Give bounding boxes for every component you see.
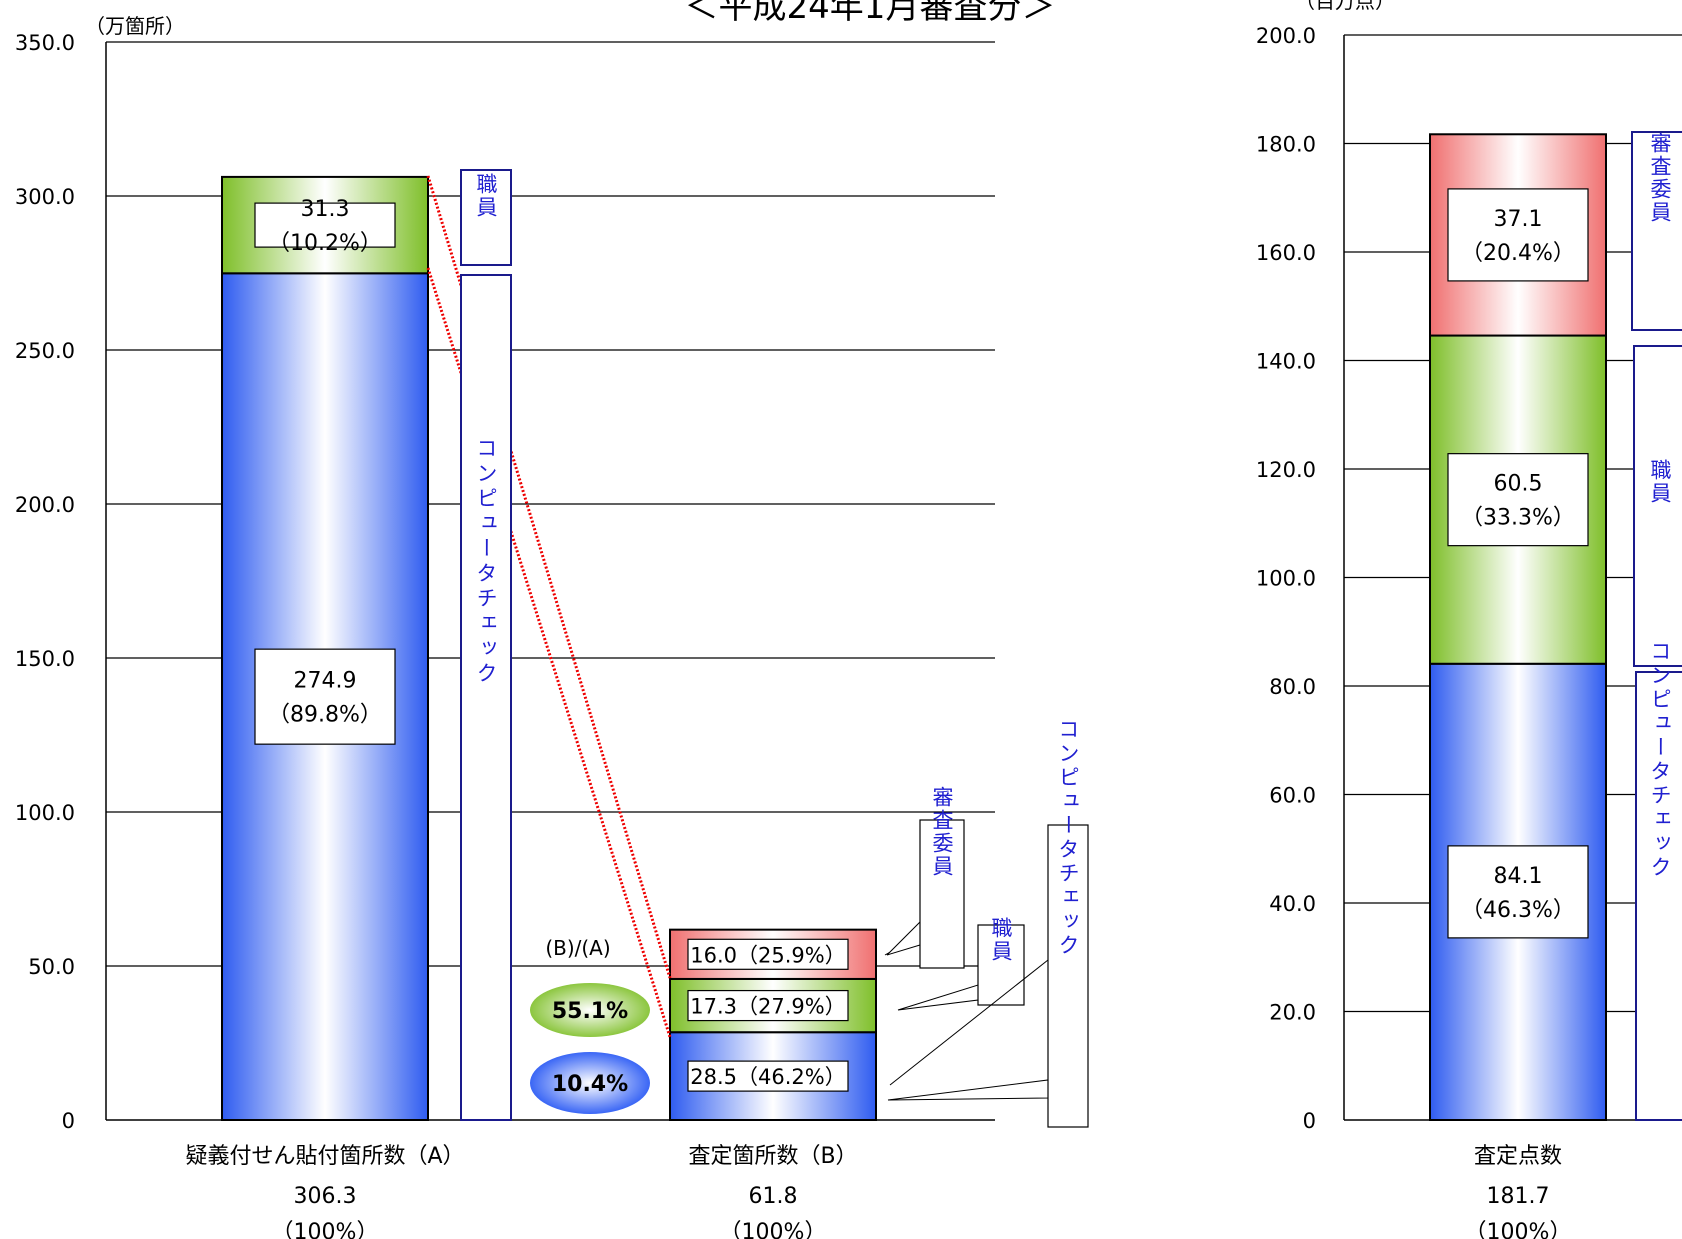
- legend-staff-b: 職員: [1648, 459, 1672, 505]
- data-label: 31.3: [301, 197, 350, 222]
- callout-box-computer: [1047, 824, 1089, 1128]
- legend-box-staff-b: [1633, 345, 1682, 667]
- legend-box-computer-a: [460, 274, 512, 1121]
- callout-pointer-staff: [897, 984, 979, 1011]
- data-label: 17.3（27.9%）: [690, 995, 845, 1019]
- right-y-tick-label: 100.0: [1256, 567, 1316, 591]
- callout-pointer-computer: [887, 1079, 1049, 1101]
- left-y-tick-label: 350.0: [15, 31, 75, 55]
- data-label: （33.3%）: [1461, 506, 1575, 531]
- right-y-tick-label: 160.0: [1256, 241, 1316, 265]
- right-chart: （百万点） 0 20.0 40.0 60.0 80.0 100.0 120.0 140.0 16…: [1256, 0, 1682, 1239]
- x-category-pct: （100%）: [1465, 1220, 1572, 1239]
- data-label: （46.3%）: [1461, 898, 1575, 923]
- right-y-tick-label: 80.0: [1269, 675, 1316, 699]
- ratio-label: (B)/(A): [545, 936, 610, 960]
- right-y-tick-label: 200.0: [1256, 24, 1316, 48]
- data-label-box: [254, 648, 396, 745]
- data-label: 60.5: [1494, 472, 1543, 497]
- x-category-label: 査定点数: [1474, 1144, 1562, 1169]
- right-y-tick-label: 0: [1303, 1109, 1316, 1133]
- x-category-label: 疑義付せん貼付箇所数（A）: [185, 1144, 464, 1169]
- callout-leader-computer: [889, 959, 1049, 1086]
- data-label: （20.4%）: [1461, 241, 1575, 266]
- callout-committee-label: 審査委員: [930, 786, 954, 878]
- data-label: 28.5（46.2%）: [690, 1065, 845, 1089]
- legend-box-committee-b: [1631, 131, 1682, 331]
- left-y-tick-label: 100.0: [15, 801, 75, 825]
- callout-computer-label: コンピュータチェック: [1056, 718, 1080, 958]
- ratio-ellipse-computer: [530, 1052, 650, 1114]
- data-label-box: [687, 1060, 849, 1092]
- right-y-tick-label: 20.0: [1269, 1001, 1316, 1025]
- data-label: 37.1: [1494, 207, 1543, 232]
- left-chart: （万箇所） 0 50.0 100.0 150.0 200.0 250.0 300.0 350.…: [15, 14, 1089, 1239]
- data-label: （89.8%）: [268, 703, 382, 728]
- right-y-tick-label: 180.0: [1256, 133, 1316, 157]
- right-y-tick-label: 140.0: [1256, 350, 1316, 374]
- left-y-tick-label: 150.0: [15, 647, 75, 671]
- legend-computer-a: コンピュータチェック: [474, 437, 498, 687]
- ratio-value-computer: 10.4%: [552, 1072, 628, 1097]
- legend-committee-b: 審査委員: [1648, 132, 1672, 224]
- right-unit-label: （百万点）: [1295, 0, 1395, 13]
- left-y-tick-label: 300.0: [15, 185, 75, 209]
- ratio-ellipse-staff: [530, 983, 650, 1037]
- left-y-axis: 0 50.0 100.0 150.0 200.0 250.0 300.0 350.0: [15, 31, 75, 1133]
- legend-computer-b: コンピュータチェック: [1648, 640, 1672, 880]
- data-label-box: [1447, 453, 1589, 547]
- ratio-value-staff: 55.1%: [552, 999, 628, 1024]
- data-label-box: [687, 989, 849, 1022]
- page-title: ＜平成24年1月審査分＞: [685, 0, 1056, 27]
- right-y-tick-label: 120.0: [1256, 458, 1316, 482]
- x-category-total: 306.3: [294, 1184, 357, 1209]
- left-unit-label: （万箇所）: [85, 14, 185, 38]
- right-y-tick-label: 60.0: [1269, 784, 1316, 808]
- data-label: 84.1: [1494, 864, 1543, 889]
- right-y-tick-label: 40.0: [1269, 892, 1316, 916]
- left-y-tick-label: 250.0: [15, 339, 75, 363]
- legend-box-staff-a: [460, 169, 512, 266]
- x-category-label: 査定箇所数（B）: [688, 1144, 857, 1169]
- data-label-box: [687, 938, 849, 970]
- callout-staff-label: 職員: [989, 917, 1013, 963]
- x-category-pct: （100%）: [272, 1220, 379, 1239]
- left-y-tick-label: 50.0: [28, 955, 75, 979]
- data-label-box: [1447, 845, 1589, 939]
- legend-box-computer-b: [1635, 671, 1682, 1121]
- data-label-box: [254, 202, 396, 248]
- left-y-tick-label: 0: [62, 1109, 75, 1133]
- x-category-total: 181.7: [1487, 1184, 1550, 1209]
- callout-box-staff: [977, 924, 1025, 1006]
- callout-pointer-committee: [886, 920, 921, 956]
- right-y-axis: 0 20.0 40.0 60.0 80.0 100.0 120.0 140.0 160.0 180…: [1256, 24, 1316, 1133]
- callout-box-committee: [919, 819, 965, 969]
- data-label: （10.2%）: [268, 231, 382, 256]
- x-category-pct: （100%）: [720, 1220, 827, 1239]
- legend-staff-a: 職員: [474, 173, 498, 219]
- x-category-total: 61.8: [749, 1184, 798, 1209]
- data-label: 274.9: [294, 669, 357, 694]
- left-y-tick-label: 200.0: [15, 493, 75, 517]
- data-label-box: [1447, 188, 1589, 282]
- data-label: 16.0（25.9%）: [690, 943, 845, 967]
